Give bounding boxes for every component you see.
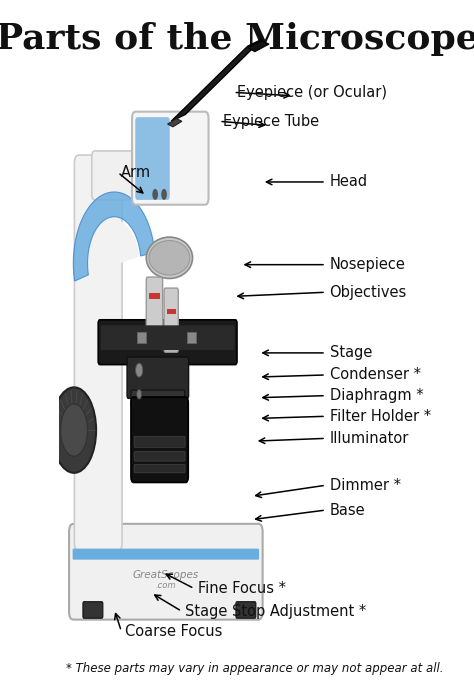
- FancyBboxPatch shape: [146, 277, 163, 329]
- Text: Illuminator: Illuminator: [329, 431, 409, 446]
- Bar: [166, 309, 176, 314]
- Circle shape: [52, 388, 96, 473]
- Circle shape: [161, 189, 167, 200]
- Text: Eypiece Tube: Eypiece Tube: [223, 113, 319, 129]
- Text: Coarse Focus: Coarse Focus: [125, 624, 222, 639]
- Text: Objectives: Objectives: [329, 284, 407, 300]
- FancyBboxPatch shape: [131, 397, 188, 482]
- FancyBboxPatch shape: [236, 602, 256, 618]
- FancyBboxPatch shape: [164, 288, 178, 352]
- FancyBboxPatch shape: [127, 357, 189, 399]
- Text: Condenser *: Condenser *: [329, 367, 420, 383]
- Text: Stage Stop Adjustment *: Stage Stop Adjustment *: [185, 604, 367, 619]
- Circle shape: [61, 404, 88, 456]
- Text: Base: Base: [329, 502, 365, 518]
- FancyBboxPatch shape: [131, 390, 185, 407]
- Bar: [149, 293, 160, 298]
- Ellipse shape: [149, 241, 190, 275]
- FancyBboxPatch shape: [69, 524, 263, 619]
- Text: Fine Focus *: Fine Focus *: [198, 581, 286, 596]
- Text: GreatScopes: GreatScopes: [133, 570, 199, 580]
- Text: Arm: Arm: [121, 165, 152, 180]
- Text: Stage: Stage: [329, 345, 372, 361]
- Text: Filter Holder *: Filter Holder *: [329, 409, 431, 424]
- Text: Eyepiece (or Ocular): Eyepiece (or Ocular): [237, 85, 387, 100]
- Text: Dimmer *: Dimmer *: [329, 477, 401, 493]
- Text: Diaphragm *: Diaphragm *: [329, 388, 423, 403]
- FancyBboxPatch shape: [100, 325, 235, 350]
- FancyBboxPatch shape: [73, 549, 259, 560]
- FancyBboxPatch shape: [98, 320, 237, 365]
- Circle shape: [137, 390, 142, 399]
- FancyBboxPatch shape: [135, 117, 170, 200]
- Text: .com: .com: [155, 581, 176, 590]
- Text: Head: Head: [329, 174, 368, 190]
- Polygon shape: [248, 41, 269, 52]
- FancyBboxPatch shape: [134, 464, 185, 473]
- FancyBboxPatch shape: [92, 151, 176, 200]
- Text: * These parts may vary in appearance or may not appear at all.: * These parts may vary in appearance or …: [66, 662, 444, 675]
- Text: Parts of the Microscope: Parts of the Microscope: [0, 22, 474, 56]
- Polygon shape: [171, 39, 262, 121]
- Bar: [137, 332, 146, 343]
- FancyBboxPatch shape: [134, 436, 185, 447]
- Bar: [187, 332, 196, 343]
- Polygon shape: [168, 118, 182, 127]
- Circle shape: [152, 189, 158, 200]
- Polygon shape: [89, 220, 139, 274]
- FancyBboxPatch shape: [83, 602, 103, 618]
- FancyBboxPatch shape: [74, 155, 122, 551]
- Ellipse shape: [146, 237, 192, 278]
- Polygon shape: [73, 192, 155, 281]
- FancyBboxPatch shape: [134, 451, 185, 461]
- FancyBboxPatch shape: [132, 111, 209, 205]
- Circle shape: [136, 363, 143, 377]
- Text: Nosepiece: Nosepiece: [329, 257, 405, 272]
